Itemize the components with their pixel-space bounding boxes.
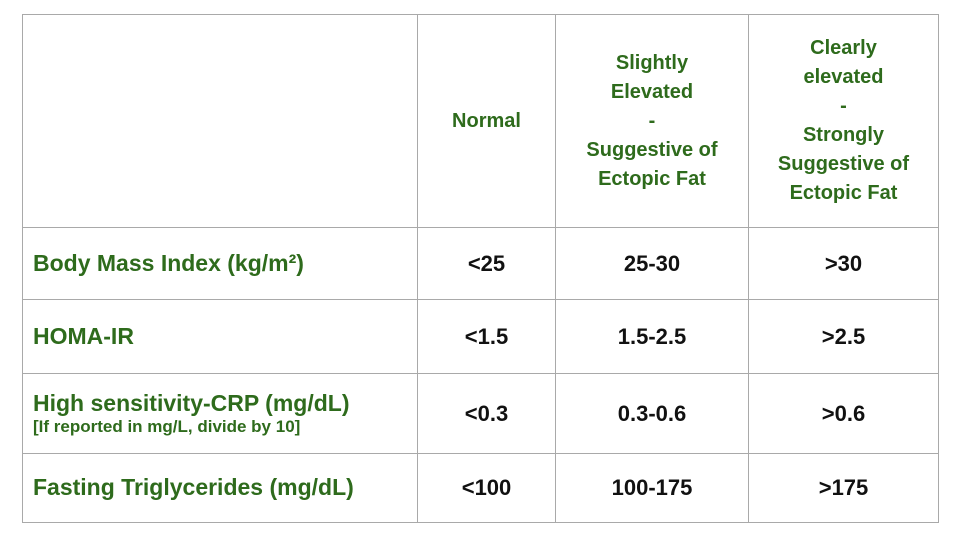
cell-trig-slightly-elevated: 100-175 — [555, 453, 749, 523]
reference-range-table: Normal Slightly Elevated - Suggestive of… — [22, 14, 939, 523]
row-label-hs-crp: High sensitivity-CRP (mg/dL) — [33, 389, 350, 416]
cell-bmi-normal: <25 — [417, 227, 556, 300]
table-row-hs-crp: High sensitivity-CRP (mg/dL) [If reporte… — [22, 373, 939, 454]
cell-homa-clearly-elevated: >2.5 — [748, 299, 939, 374]
row-note-hs-crp: [If reported in mg/L, divide by 10] — [33, 417, 301, 437]
cell-trig-clearly-elevated: >175 — [748, 453, 939, 523]
header-cell-normal: Normal — [417, 14, 556, 228]
cell-bmi-slightly-elevated: 25-30 — [555, 227, 749, 300]
row-label-cell: High sensitivity-CRP (mg/dL) [If reporte… — [22, 373, 418, 454]
row-label-cell: Fasting Triglycerides (mg/dL) — [22, 453, 418, 523]
table-row-bmi: Body Mass Index (kg/m²) <25 25-30 >30 — [22, 227, 939, 300]
header-cell-clearly-elevated: Clearly elevated - Strongly Suggestive o… — [748, 14, 939, 228]
header-cell-empty — [22, 14, 418, 228]
row-label-homa-ir: HOMA-IR — [33, 322, 134, 349]
header-cell-slightly-elevated: Slightly Elevated - Suggestive of Ectopi… — [555, 14, 749, 228]
cell-crp-slightly-elevated: 0.3-0.6 — [555, 373, 749, 454]
cell-crp-clearly-elevated: >0.6 — [748, 373, 939, 454]
table-header-row: Normal Slightly Elevated - Suggestive of… — [22, 14, 939, 228]
cell-crp-normal: <0.3 — [417, 373, 556, 454]
table-row-fasting-triglycerides: Fasting Triglycerides (mg/dL) <100 100-1… — [22, 453, 939, 523]
cell-homa-slightly-elevated: 1.5-2.5 — [555, 299, 749, 374]
row-label-cell: Body Mass Index (kg/m²) — [22, 227, 418, 300]
row-label-bmi: Body Mass Index (kg/m²) — [33, 249, 304, 276]
cell-trig-normal: <100 — [417, 453, 556, 523]
cell-homa-normal: <1.5 — [417, 299, 556, 374]
table-row-homa-ir: HOMA-IR <1.5 1.5-2.5 >2.5 — [22, 299, 939, 374]
row-label-cell: HOMA-IR — [22, 299, 418, 374]
row-label-fasting-triglycerides: Fasting Triglycerides (mg/dL) — [33, 474, 354, 501]
cell-bmi-clearly-elevated: >30 — [748, 227, 939, 300]
